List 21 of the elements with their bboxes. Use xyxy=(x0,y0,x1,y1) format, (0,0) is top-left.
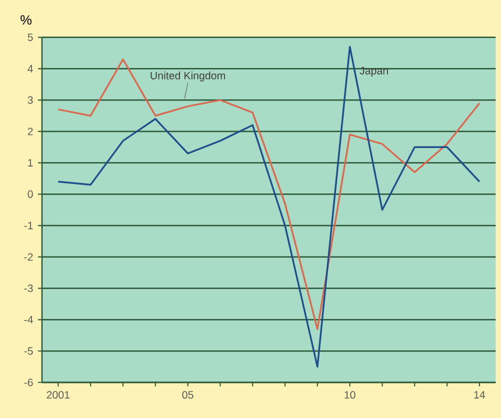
y-tick-label: -3 xyxy=(24,284,33,292)
x-tick-label: 2001 xyxy=(46,390,70,398)
line-series xyxy=(57,58,480,330)
y-tick-label: 5 xyxy=(28,33,33,41)
y-axis-title: % xyxy=(20,15,32,24)
x-tick-label: 05 xyxy=(182,390,194,398)
y-tick-label: -4 xyxy=(24,316,33,324)
y-tick-label: 4 xyxy=(28,64,33,72)
series-label: United Kingdom xyxy=(150,71,225,82)
y-tick-label: 1 xyxy=(28,158,33,166)
series-label: Japan xyxy=(360,66,388,76)
y-tick-label: -5 xyxy=(24,347,33,355)
line-series xyxy=(57,46,480,368)
y-tick-label: 3 xyxy=(28,96,33,104)
x-tick-label: 10 xyxy=(344,390,356,398)
y-tick-label: 0 xyxy=(28,190,33,198)
y-tick-label: -1 xyxy=(24,222,33,230)
x-tick-label: 14 xyxy=(474,390,486,398)
y-tick-label: -6 xyxy=(24,378,33,386)
y-tick-label: 2 xyxy=(28,128,33,135)
y-tick-label: -2 xyxy=(24,253,33,260)
